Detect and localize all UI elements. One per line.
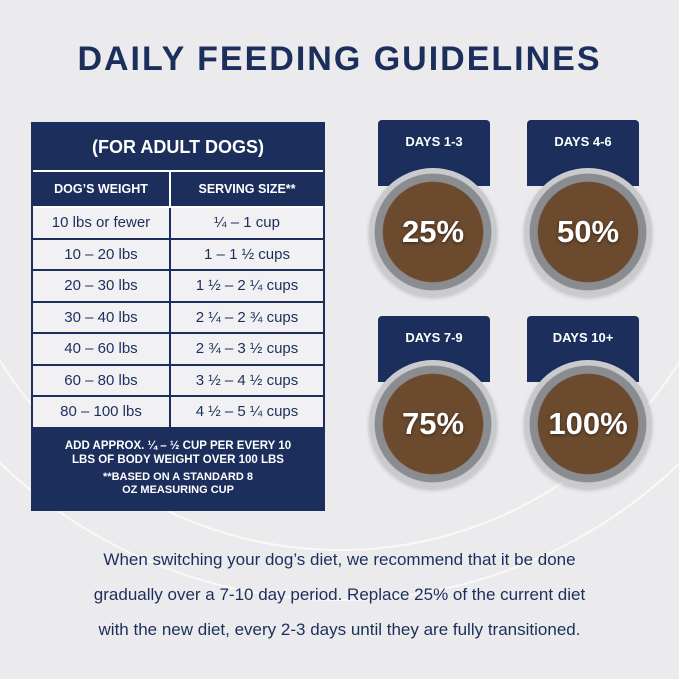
column-header-serving: SERVING SIZE** [198, 182, 296, 196]
background-arc [0, 358, 679, 551]
weight-cell: 30 – 40 lbs [33, 302, 171, 332]
food-bowl: 50% [524, 168, 652, 296]
feeding-table: (FOR ADULT DOGS) DOG’S WEIGHT SERVING SI… [31, 122, 325, 511]
table-row: 10 lbs or fewer ¼ – 1 cup [33, 208, 323, 240]
percent-label: 75% [401, 406, 465, 441]
serving-cell: 4 ½ – 5 ¼ cups [195, 403, 299, 421]
table-footer: ADD APPROX. ¼ – ½ CUP PER EVERY 10 LBS O… [33, 429, 323, 497]
weight-cell: 10 lbs or fewer [33, 208, 171, 238]
weight-cell: 40 – 60 lbs [33, 334, 171, 364]
weight-cell: 60 – 80 lbs [33, 365, 171, 395]
serving-cell: ¼ – 1 cup [214, 214, 280, 232]
note-line: gradually over a 7-10 day period. Replac… [93, 585, 586, 604]
serving-cell: 1 – 1 ½ cups [204, 245, 290, 263]
table-row: 10 – 20 lbs 1 – 1 ½ cups [33, 239, 323, 271]
table-row: 20 – 30 lbs 1 ½ – 2 ¼ cups [33, 271, 323, 303]
column-header-weight: DOG’S WEIGHT [33, 172, 171, 206]
note-line: with the new diet, every 2-3 days until … [98, 620, 581, 639]
weight-cell: 20 – 30 lbs [33, 271, 171, 301]
table-row: 80 – 100 lbs 4 ½ – 5 ¼ cups [33, 397, 323, 429]
footnote-extra-weight: ADD APPROX. ¼ – ½ CUP PER EVERY 10 LBS O… [64, 439, 292, 466]
food-bowl: 100% [524, 360, 652, 488]
note-line: When switching your dog’s diet, we recom… [103, 550, 576, 569]
weight-cell: 10 – 20 lbs [33, 239, 171, 269]
background-arc [0, 461, 679, 601]
serving-cell: 3 ½ – 4 ½ cups [195, 371, 299, 389]
serving-cell: 2 ¼ – 2 ¾ cups [195, 308, 299, 326]
percent-label: 50% [556, 214, 620, 249]
table-row: 30 – 40 lbs 2 ¼ – 2 ¾ cups [33, 302, 323, 334]
weight-cell: 80 – 100 lbs [33, 397, 171, 427]
table-row: 60 – 80 lbs 3 ½ – 4 ½ cups [33, 365, 323, 397]
serving-cell: 1 ½ – 2 ¼ cups [195, 277, 299, 295]
serving-cell: 2 ¾ – 3 ½ cups [195, 340, 299, 358]
table-row: 40 – 60 lbs 2 ¾ – 3 ½ cups [33, 334, 323, 366]
food-bowl: 75% [369, 360, 497, 488]
percent-label: 100% [548, 406, 628, 441]
table-header-row: DOG’S WEIGHT SERVING SIZE** [33, 172, 323, 208]
table-heading: (FOR ADULT DOGS) [33, 124, 323, 172]
footnote-measuring-cup: **BASED ON A STANDARD 8 OZ MEASURING CUP [103, 470, 253, 496]
transition-note: When switching your dog’s diet, we recom… [0, 542, 679, 647]
page-title: DAILY FEEDING GUIDELINES [77, 40, 602, 78]
percent-label: 25% [401, 214, 465, 249]
days-tag: DAYS 4-6 [527, 120, 639, 186]
table-body: 10 lbs or fewer ¼ – 1 cup 10 – 20 lbs 1 – 1… [33, 208, 323, 429]
food-bowl: 25% [369, 168, 497, 296]
